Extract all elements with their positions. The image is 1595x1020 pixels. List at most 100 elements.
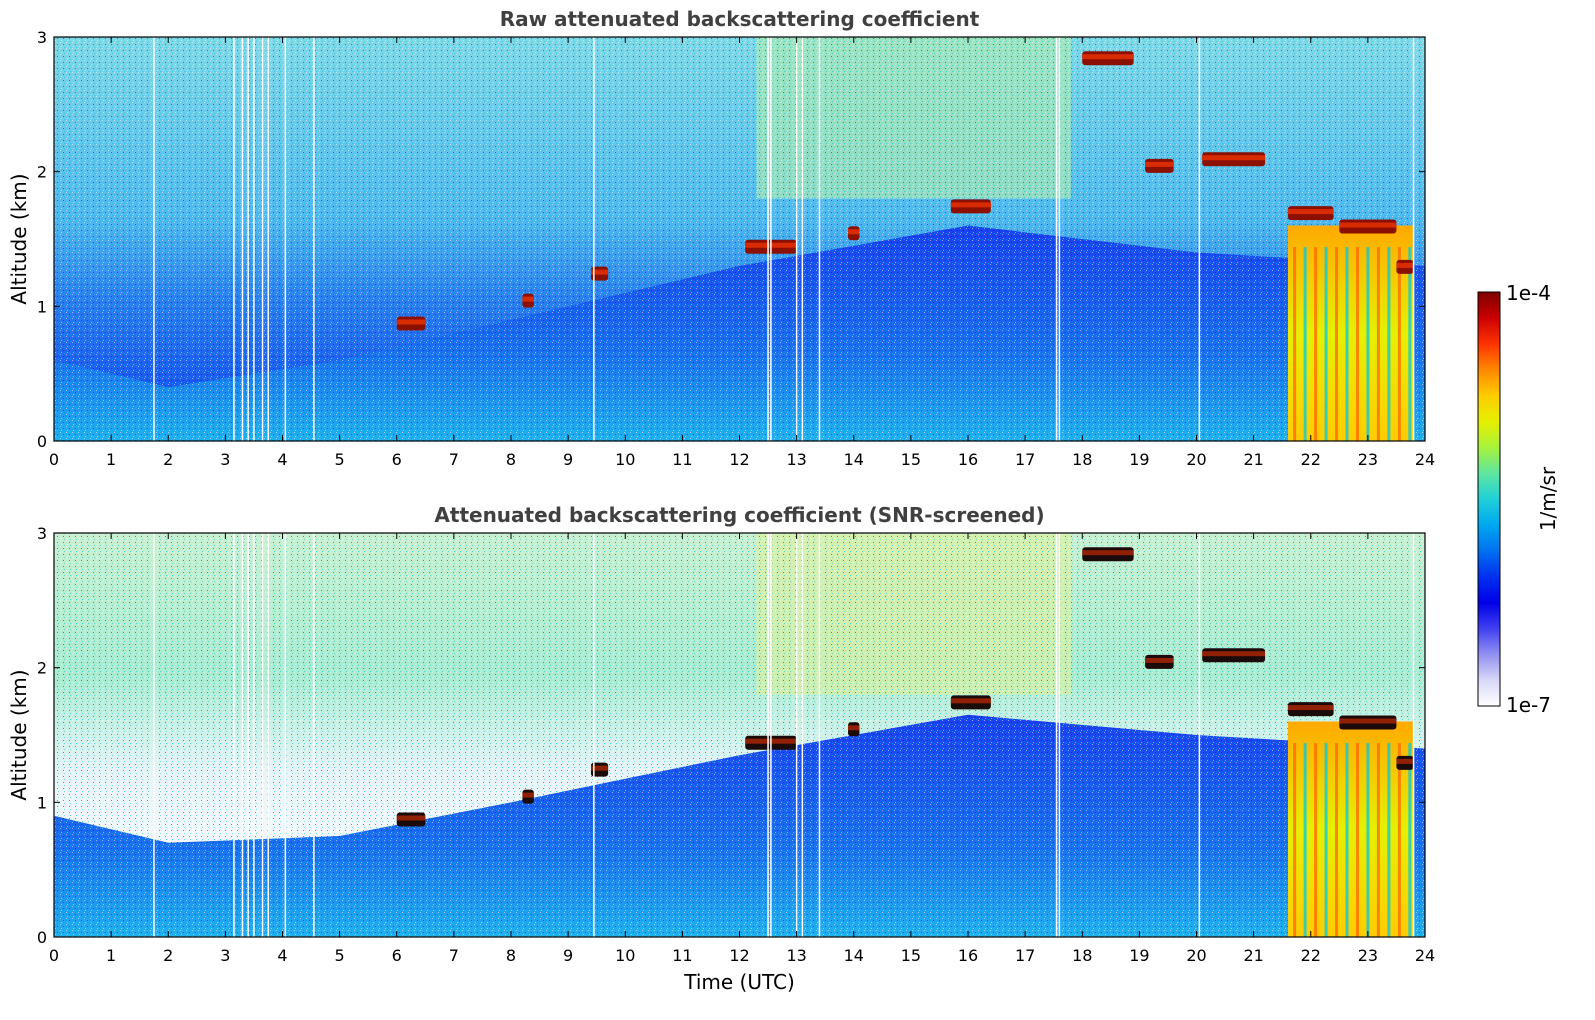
y-tick-label: 2 [37,659,47,678]
x-tick-label: 15 [901,450,921,469]
x-tick-label: 11 [672,450,692,469]
precipitation-streak [1397,743,1401,937]
cloud-layer-core [1082,54,1134,60]
x-tick-label: 10 [615,450,635,469]
precipitation-streak [1397,247,1401,441]
x-tick-label: 15 [901,946,921,965]
x-tick-label: 8 [506,946,516,965]
y-tick-label: 0 [37,432,47,451]
precipitation-streak [1366,247,1370,441]
heatmap-area [54,533,1425,937]
x-tick-label: 9 [563,450,573,469]
precipitation-streak [1366,743,1370,937]
precipitation-streak [1303,743,1307,937]
x-tick-label: 0 [49,450,59,469]
precipitation-streak [1293,247,1297,441]
cloud-layer-core [522,296,534,302]
cloud-layer-core [1396,262,1414,268]
x-tick-label: 9 [563,946,573,965]
x-tick-label: 5 [335,450,345,469]
noise-texture [54,533,1425,937]
colorbar-top-label: 1e-4 [1506,281,1551,305]
y-axis-label: Altitude (km) [7,173,31,304]
x-tick-label: 2 [163,946,173,965]
x-tick-label: 11 [672,946,692,965]
y-axis-label: Altitude (km) [7,669,31,800]
colorbar-unit-label: 1/m/sr [1536,466,1560,531]
x-tick-label: 24 [1415,450,1435,469]
x-tick-label: 24 [1415,946,1435,965]
precipitation-streak [1324,743,1328,937]
x-tick-label: 8 [506,450,516,469]
raw-backscatter-panel: 0 1 2 3 4 5 6 7 8 9 10 11 12 13 14 15 16 17 18 19 20 21 22 23 24… [7,7,1435,469]
chart-title: Attenuated backscattering coefficient (S… [434,503,1044,527]
y-tick-label: 1 [37,793,47,812]
y-tick-label: 3 [37,524,47,543]
x-tick-label: 23 [1358,946,1378,965]
cloud-layer-core [950,202,991,208]
precipitation-streak [1355,743,1359,937]
x-tick-label: 3 [220,450,230,469]
y-tick-label: 2 [37,163,47,182]
x-tick-label: 7 [449,946,459,965]
x-tick-label: 22 [1301,450,1321,469]
x-tick-label: 21 [1243,946,1263,965]
y-tick-label: 3 [37,28,47,47]
precipitation-streak [1293,743,1297,937]
x-tick-label: 13 [786,450,806,469]
cloud-layer-core [590,765,609,771]
cloud-layer-core [1202,651,1266,657]
precipitation-column [1287,225,1414,441]
x-tick-label: 14 [844,946,864,965]
x-tick-label: 19 [1129,946,1149,965]
precipitation-streak [1335,247,1339,441]
x-tick-label: 6 [392,946,402,965]
colorbar-gradient [1477,291,1501,707]
y-tick-label: 1 [37,297,47,316]
cloud-layer-core [1202,155,1266,161]
x-tick-label: 4 [277,946,287,965]
x-tick-label: 12 [729,450,749,469]
x-tick-label: 14 [844,450,864,469]
precipitation-streak [1376,247,1380,441]
x-tick-label: 1 [106,450,116,469]
precipitation-streak [1303,247,1307,441]
x-tick-label: 18 [1072,946,1092,965]
x-tick-label: 17 [1015,450,1035,469]
cloud-layer-core [1145,161,1174,167]
colorbar-bottom-label: 1e-7 [1506,693,1551,717]
precipitation-streak [1387,247,1391,441]
cloud-layer-core [1396,758,1414,764]
noise-texture [54,37,1425,441]
precipitation-streak [1345,247,1349,441]
precipitation-streak [1376,743,1380,937]
precipitation-streak [1324,247,1328,441]
x-tick-label: 20 [1186,450,1206,469]
x-tick-label: 16 [958,450,978,469]
cloud-layer-core [848,229,860,235]
colorbar: 1e-4 1e-7 1/m/sr [1477,281,1560,717]
precipitation-streak [1314,743,1318,937]
cloud-layer-core [848,725,860,731]
x-tick-label: 1 [106,946,116,965]
precipitation-streak [1345,743,1349,937]
cloud-layer-core [950,698,991,704]
x-tick-label: 16 [958,946,978,965]
cloud-layer-core [522,792,534,798]
x-tick-label: 23 [1358,450,1378,469]
y-tick-label: 0 [37,928,47,947]
x-axis-label: Time (UTC) [683,970,795,994]
x-tick-label: 19 [1129,450,1149,469]
cloud-layer-core [590,269,609,275]
x-tick-label: 7 [449,450,459,469]
x-tick-label: 13 [786,946,806,965]
cloud-layer-core [1339,222,1397,228]
precipitation-streak [1387,743,1391,937]
x-tick-label: 0 [49,946,59,965]
x-tick-label: 5 [335,946,345,965]
cloud-layer-core [396,319,426,325]
cloud-layer-core [1287,705,1334,711]
x-tick-label: 18 [1072,450,1092,469]
x-tick-label: 2 [163,450,173,469]
